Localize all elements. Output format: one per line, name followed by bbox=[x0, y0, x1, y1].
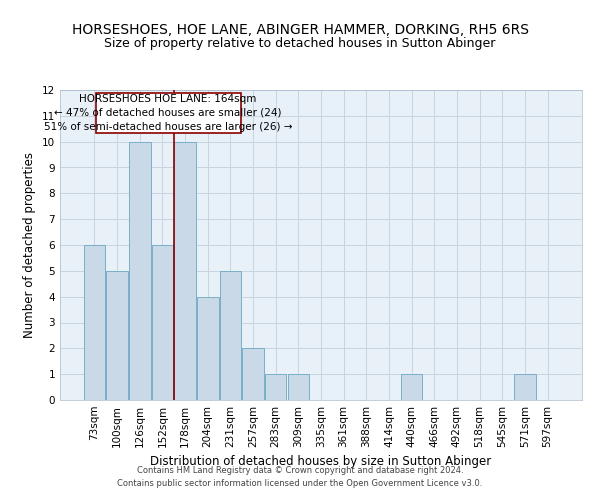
Bar bbox=[175, 142, 196, 400]
Text: HORSESHOES HOE LANE: 164sqm
← 47% of detached houses are smaller (24)
51% of sem: HORSESHOES HOE LANE: 164sqm ← 47% of det… bbox=[44, 94, 292, 132]
Y-axis label: Number of detached properties: Number of detached properties bbox=[23, 152, 37, 338]
Bar bbox=[265, 374, 286, 400]
Bar bbox=[287, 374, 309, 400]
Bar bbox=[220, 271, 241, 400]
Bar bbox=[197, 296, 218, 400]
Bar bbox=[242, 348, 264, 400]
Bar bbox=[129, 142, 151, 400]
Text: Size of property relative to detached houses in Sutton Abinger: Size of property relative to detached ho… bbox=[104, 38, 496, 51]
Bar bbox=[106, 271, 128, 400]
Text: Contains HM Land Registry data © Crown copyright and database right 2024.
Contai: Contains HM Land Registry data © Crown c… bbox=[118, 466, 482, 487]
Bar bbox=[514, 374, 536, 400]
X-axis label: Distribution of detached houses by size in Sutton Abinger: Distribution of detached houses by size … bbox=[151, 456, 491, 468]
Text: HORSESHOES, HOE LANE, ABINGER HAMMER, DORKING, RH5 6RS: HORSESHOES, HOE LANE, ABINGER HAMMER, DO… bbox=[71, 22, 529, 36]
Bar bbox=[152, 245, 173, 400]
Bar bbox=[401, 374, 422, 400]
Bar bbox=[84, 245, 105, 400]
FancyBboxPatch shape bbox=[95, 92, 241, 132]
